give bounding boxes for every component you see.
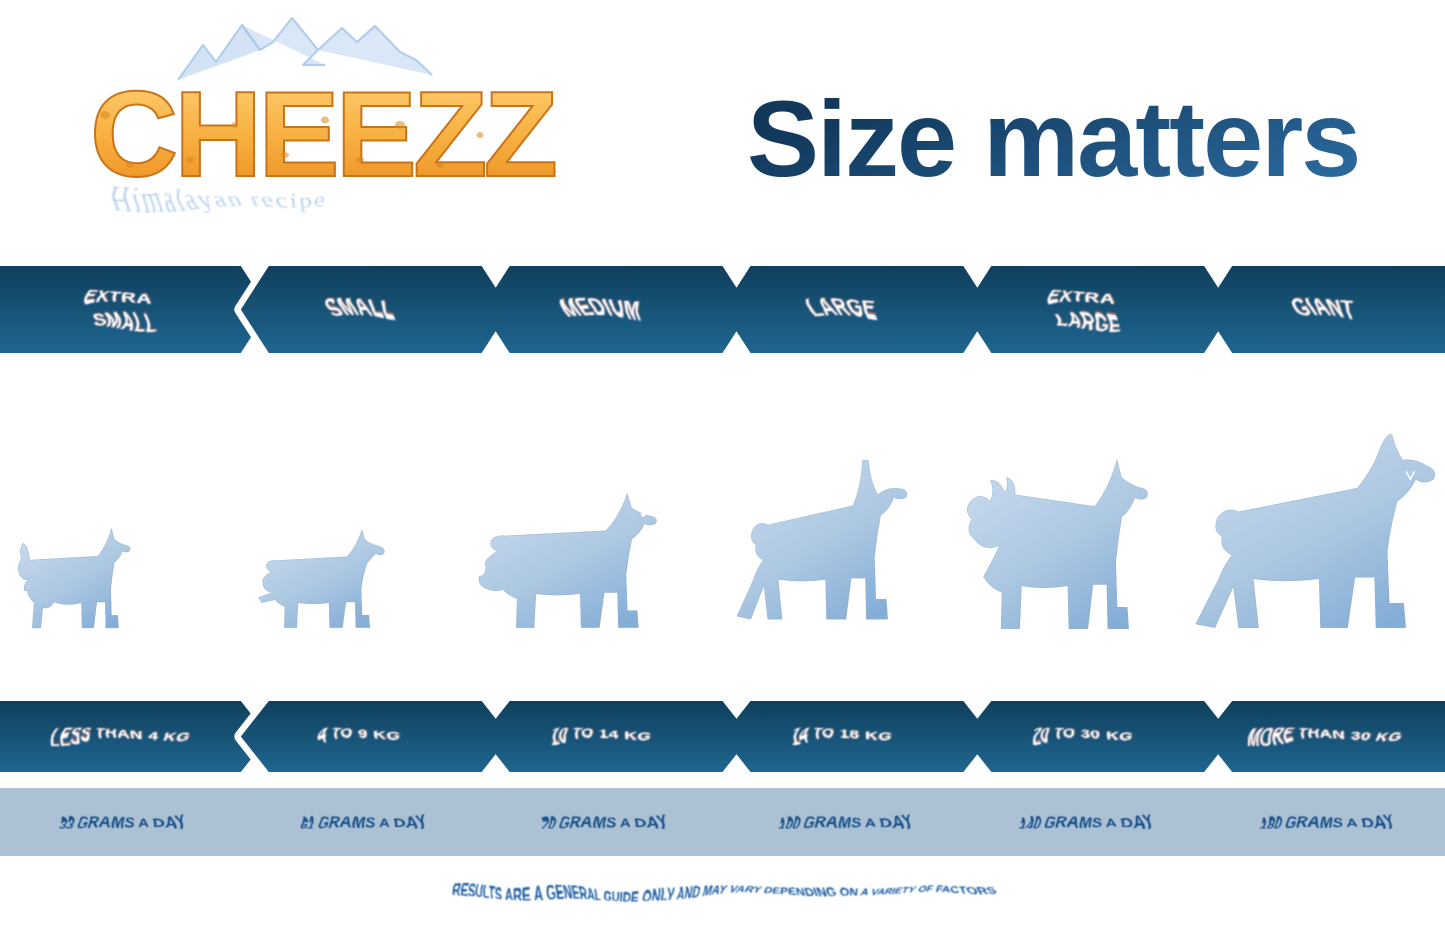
svg-text:Himalayan recipe: Himalayan recipe	[110, 184, 326, 213]
svg-text:CHEEZZ: CHEEZZ	[90, 66, 555, 202]
